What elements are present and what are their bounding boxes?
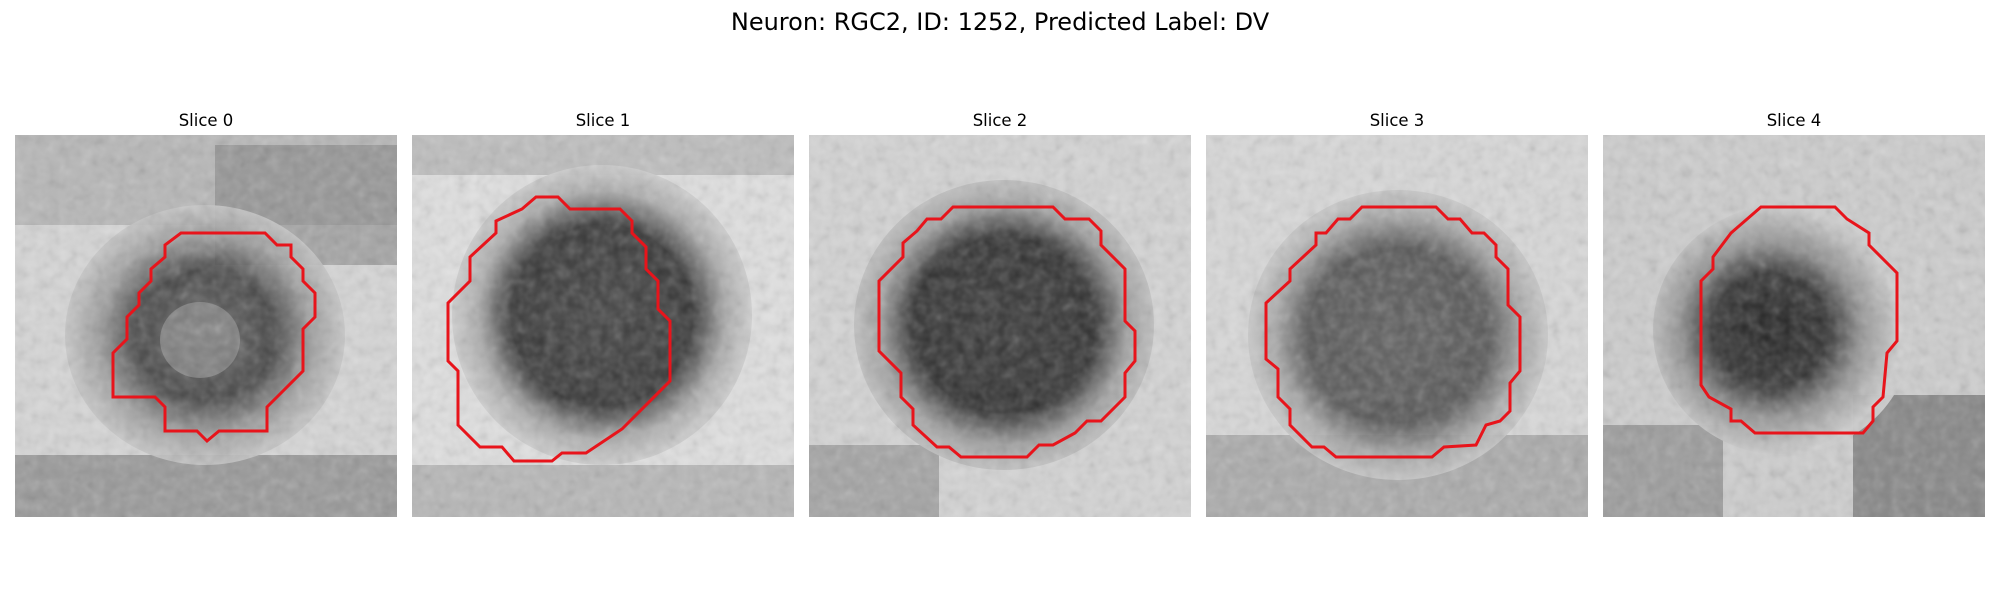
slice-image <box>1603 135 1985 517</box>
slice-panel-2: Slice 2 <box>809 109 1191 517</box>
slice-image <box>809 135 1191 517</box>
segmentation-outline <box>1264 205 1522 459</box>
slice-panel-0: Slice 0 <box>15 109 397 517</box>
segmentation-outline <box>877 205 1137 459</box>
segmentation-outline <box>446 195 672 463</box>
slice-panel-4: Slice 4 <box>1603 109 1985 517</box>
slice-title: Slice 3 <box>1369 111 1425 130</box>
slice-title: Slice 1 <box>575 111 631 130</box>
slice-image <box>1206 135 1588 517</box>
slice-panel-1: Slice 1 <box>412 109 794 517</box>
figure-title: Neuron: RGC2, ID: 1252, Predicted Label:… <box>730 8 1270 36</box>
slice-image <box>412 135 794 517</box>
slice-title: Slice 2 <box>972 111 1028 130</box>
slice-panel-3: Slice 3 <box>1206 109 1588 517</box>
segmentation-outline <box>1699 205 1899 435</box>
slice-title: Slice 4 <box>1766 111 1822 130</box>
slice-image <box>15 135 397 517</box>
slice-title: Slice 0 <box>178 111 234 130</box>
segmentation-outline <box>111 231 317 444</box>
